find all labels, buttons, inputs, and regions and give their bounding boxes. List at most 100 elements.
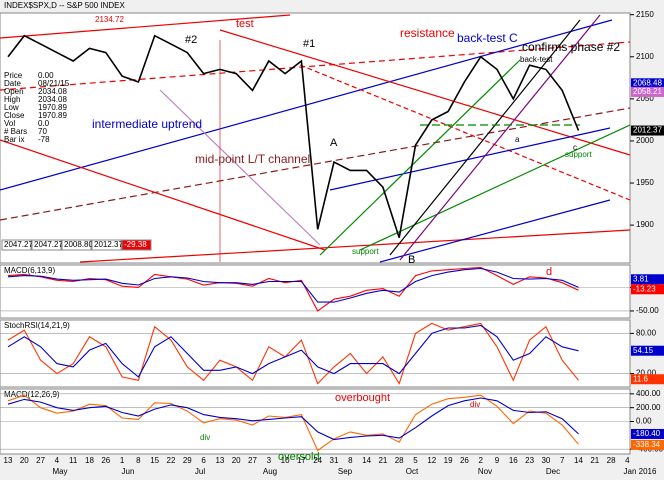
annotation: resistance bbox=[400, 26, 455, 40]
info-value: 2034.08 bbox=[38, 87, 67, 96]
annotation: #2 bbox=[185, 34, 197, 46]
y-tick-label: 1950 bbox=[636, 178, 654, 187]
annotation: A bbox=[330, 137, 338, 149]
annotation: div bbox=[200, 433, 210, 442]
info-label: # Bars bbox=[4, 127, 27, 136]
y-tick-label: 2000 bbox=[636, 136, 654, 145]
x-tick-label: 24 bbox=[313, 456, 322, 465]
info-label: Bar ix bbox=[4, 135, 24, 144]
x-tick-label: 23 bbox=[525, 456, 534, 465]
annotation: d bbox=[546, 266, 552, 278]
x-tick-label: 30 bbox=[541, 456, 550, 465]
trend-lines bbox=[0, 14, 631, 263]
month-label: Dec bbox=[546, 467, 560, 476]
panel-title: StochRSI(14,21,9) bbox=[4, 321, 70, 330]
info-label: Low bbox=[4, 103, 19, 112]
value-tag bbox=[631, 86, 664, 97]
annotation: c bbox=[573, 143, 577, 152]
value-tag bbox=[631, 125, 664, 136]
x-tick-label: 18 bbox=[85, 456, 94, 465]
info-label: Close bbox=[4, 111, 25, 120]
x-tick-label: 4 bbox=[55, 456, 60, 465]
month-label: Sep bbox=[338, 467, 353, 476]
info-value: 1970.89 bbox=[38, 103, 67, 112]
x-tick-label: 27 bbox=[248, 456, 257, 465]
annotation: overbought bbox=[335, 392, 390, 404]
value-tag bbox=[631, 274, 664, 285]
x-tick-label: 13 bbox=[215, 456, 224, 465]
value-tag bbox=[631, 428, 664, 439]
month-label: Jan 2016 bbox=[624, 467, 657, 476]
y-tick-label: 200.00 bbox=[636, 403, 661, 412]
x-tick-label: 31 bbox=[330, 456, 339, 465]
x-tick-label: 27 bbox=[36, 456, 45, 465]
annotation: test bbox=[236, 18, 254, 30]
y-tick-label: 1900 bbox=[636, 220, 654, 229]
strip-box bbox=[1, 239, 32, 251]
annotation: back-test bbox=[520, 55, 553, 64]
x-tick-label: 10 bbox=[281, 456, 290, 465]
y-tick-label: -50.00 bbox=[636, 306, 659, 315]
value-tag bbox=[631, 284, 664, 295]
price-panel bbox=[0, 12, 631, 264]
x-tick-label: 21 bbox=[590, 456, 599, 465]
x-tick-label: 20 bbox=[20, 456, 29, 465]
value-tag-label: 2058.21 bbox=[633, 87, 662, 96]
info-value: 0.00 bbox=[38, 71, 54, 80]
y-tick-label: 2150 bbox=[636, 10, 654, 19]
strip-box bbox=[121, 239, 152, 251]
x-tick-label: 15 bbox=[150, 456, 159, 465]
x-tick-label: 13 bbox=[4, 456, 13, 465]
strip-value: 2047.27 bbox=[34, 240, 63, 249]
value-tag-label: 11.6 bbox=[633, 374, 649, 383]
x-tick-label: 29 bbox=[183, 456, 192, 465]
y-tick-label: 400.00 bbox=[636, 389, 661, 398]
strip-value: 2012.37 bbox=[94, 240, 123, 249]
x-tick-label: 4 bbox=[625, 456, 630, 465]
x-tick-label: 14 bbox=[362, 456, 371, 465]
annotation: back-test C bbox=[457, 31, 518, 45]
value-tag-label: 2068.48 bbox=[633, 78, 662, 87]
series-line bbox=[7, 394, 579, 452]
info-label: Price bbox=[4, 71, 23, 80]
value-tag-label: 2012.37 bbox=[633, 126, 662, 135]
info-value: 0.0 bbox=[38, 119, 50, 128]
annotation: B bbox=[408, 254, 415, 266]
y-tick-label: 80.00 bbox=[636, 329, 657, 338]
value-tag-label: 54.15 bbox=[633, 346, 654, 355]
x-tick-label: 22 bbox=[167, 456, 176, 465]
x-tick-label: 8 bbox=[348, 456, 353, 465]
value-tag bbox=[631, 78, 664, 89]
x-tick-label: 2 bbox=[478, 456, 483, 465]
annotation: intermediate uptrend bbox=[92, 117, 202, 131]
month-label: Jul bbox=[195, 467, 205, 476]
series-line bbox=[7, 324, 579, 378]
y-tick-label: 2050 bbox=[636, 94, 654, 103]
x-tick-label: 11 bbox=[69, 456, 78, 465]
annotation: support bbox=[565, 150, 592, 159]
value-tag bbox=[631, 345, 664, 356]
series-line bbox=[7, 34, 580, 238]
series-line bbox=[7, 397, 579, 441]
value-tag-label: -180.40 bbox=[633, 429, 661, 438]
month-label: Nov bbox=[478, 467, 492, 476]
annotation: div bbox=[470, 400, 480, 409]
x-tick-label: 9 bbox=[495, 456, 500, 465]
panel-title: MACD(6,13,9) bbox=[4, 266, 55, 275]
info-value: 2034.08 bbox=[38, 95, 67, 104]
x-tick-label: 28 bbox=[395, 456, 404, 465]
strip-box bbox=[31, 239, 62, 251]
y-tick-label: 0.00 bbox=[636, 417, 652, 426]
info-label: Date bbox=[4, 79, 21, 88]
y-tick-label: 2100 bbox=[636, 52, 654, 61]
x-tick-label: 5 bbox=[413, 456, 418, 465]
x-tick-label: 26 bbox=[460, 456, 469, 465]
series-line bbox=[7, 267, 579, 303]
info-label: Open bbox=[4, 87, 24, 96]
strip-value: 2047.27 bbox=[4, 240, 33, 249]
annotation: oversold bbox=[278, 451, 320, 463]
annotation: #1 bbox=[303, 38, 315, 50]
x-tick-label: 14 bbox=[574, 456, 583, 465]
info-value: -78 bbox=[38, 135, 50, 144]
